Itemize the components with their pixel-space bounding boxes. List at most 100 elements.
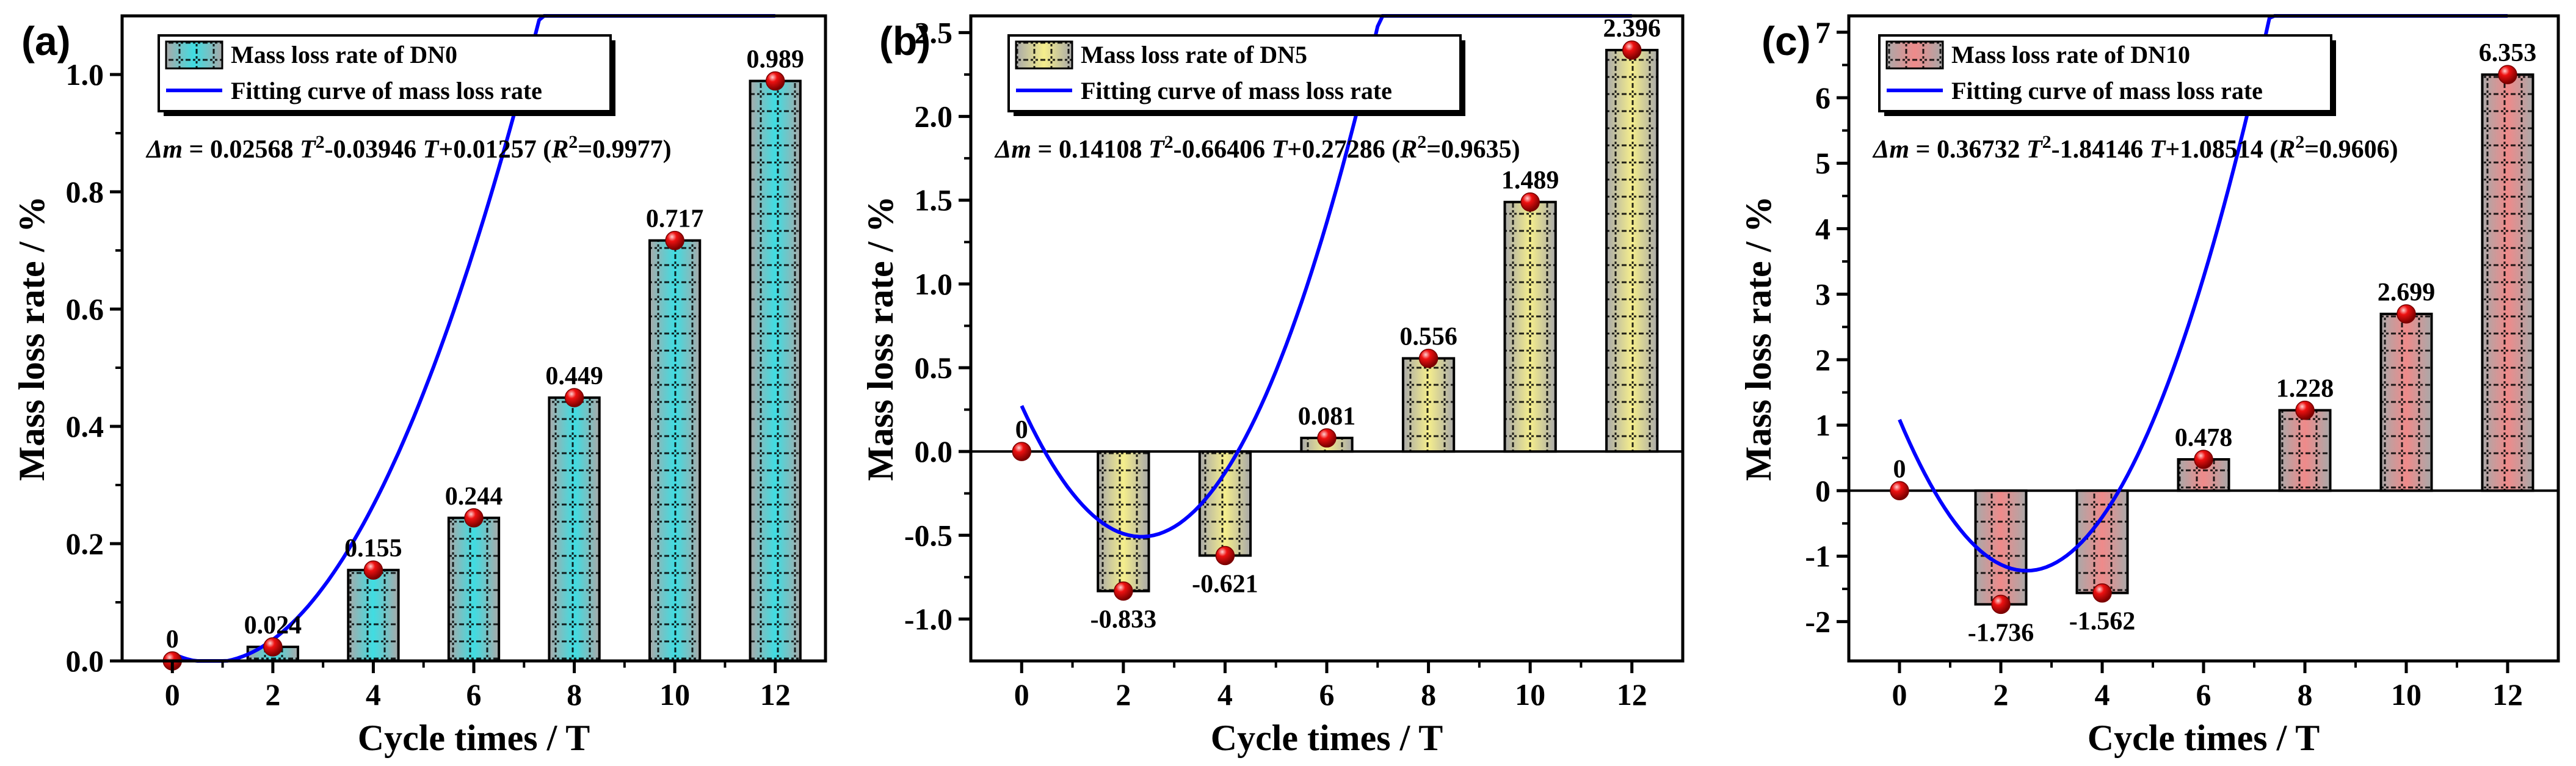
y-tick-label: 0.0	[66, 644, 104, 678]
bar-pattern	[2077, 491, 2128, 593]
y-tick-label: 0	[1815, 473, 1830, 508]
data-point	[1520, 192, 1540, 212]
y-tick-label: -2	[1805, 605, 1830, 639]
bar-pattern	[2482, 75, 2533, 491]
x-axis-title: Cycle times / T	[2088, 718, 2320, 758]
data-label: -0.833	[1090, 606, 1157, 634]
data-point	[1317, 428, 1337, 448]
legend: Mass loss rate of DN5 Fitting curve of ma…	[1007, 34, 1465, 116]
y-axis-title: Mass loss rate / %	[1738, 196, 1779, 481]
bar-pattern	[1504, 202, 1556, 452]
data-point	[665, 230, 684, 250]
data-label: 0	[166, 626, 179, 654]
bar-pattern	[549, 397, 600, 661]
panel-label: (b)	[879, 18, 931, 64]
bar	[749, 79, 802, 662]
legend-bar-pattern	[166, 42, 222, 68]
x-tick-label: 6	[466, 677, 482, 712]
data-point	[2092, 583, 2112, 603]
y-tick-label: 0.8	[66, 175, 104, 209]
bar-pattern	[448, 517, 499, 661]
x-tick-label: 8	[1421, 677, 1436, 712]
data-point	[2396, 304, 2416, 324]
legend: Mass loss rate of DN10 Fitting curve of m…	[1878, 34, 2336, 116]
data-point	[564, 388, 584, 407]
x-tick-label: 6	[2196, 677, 2211, 712]
y-tick-label: 0.0	[915, 434, 953, 469]
bar	[347, 569, 400, 663]
y-tick-label: 4	[1815, 211, 1830, 246]
x-axis-title: Cycle times / T	[358, 718, 590, 758]
chart-panel-2: (b) 0 -0.833 -0.621 0.081 0.556 1.489 2.396 -1.0…	[860, 14, 1685, 758]
data-point	[363, 560, 383, 580]
fit-equation: Δm = 0.14108 T2-0.66406 T+0.27286 (R2=0.…	[994, 132, 1520, 164]
x-tick-label: 8	[567, 677, 582, 712]
y-tick-label: 0.2	[66, 527, 104, 561]
legend-bar-pattern	[1887, 42, 1943, 68]
x-tick-label: 4	[366, 677, 381, 712]
data-label: 2.396	[1603, 15, 1661, 43]
panel-label: (c)	[1761, 18, 1811, 64]
chart-panel-3: (c) 0 -1.736 -1.562 0.478 1.228 2.699 6.353 -2 -1…	[1738, 14, 2560, 758]
y-tick-label: 1.0	[915, 267, 953, 301]
data-point	[1890, 481, 1909, 501]
x-tick-label: 4	[1217, 677, 1233, 712]
data-point	[1012, 442, 1032, 461]
legend-box	[158, 34, 612, 112]
x-tick-label: 6	[1319, 677, 1335, 712]
data-point	[1418, 348, 1439, 368]
x-axis-title: Cycle times / T	[1211, 718, 1443, 758]
data-point	[2295, 400, 2315, 420]
data-label: 0.155	[344, 534, 402, 563]
data-label: 0.989	[746, 46, 804, 74]
bar	[1401, 357, 1456, 453]
x-tick-label: 2	[1116, 677, 1131, 712]
x-tick-label: 2	[265, 677, 280, 712]
data-label: 0.081	[1298, 403, 1356, 431]
legend-box	[1878, 34, 2332, 112]
y-tick-label: 1.5	[915, 183, 953, 217]
data-label: 1.228	[2276, 375, 2334, 403]
x-tick-label: 10	[1515, 677, 1545, 712]
y-tick-label: 3	[1815, 277, 1830, 312]
chart-panel-1: (a) 0 0.024 0.155 0.244 0.449 0.717 0.989 0.0 0.2…	[12, 14, 827, 758]
data-point	[1215, 545, 1235, 566]
data-label: 0.244	[445, 483, 503, 511]
bar-pattern	[1606, 49, 1658, 452]
data-point	[1114, 581, 1133, 601]
x-tick-label: 12	[1617, 677, 1647, 712]
x-tick-label: 12	[2492, 677, 2523, 712]
y-tick-label: -1	[1805, 539, 1830, 573]
x-tick-label: 0	[165, 677, 180, 712]
data-point	[1991, 594, 2011, 615]
bar	[1198, 450, 1252, 557]
y-tick-label: 6	[1815, 81, 1830, 115]
bar-pattern	[1402, 358, 1454, 452]
bar-pattern	[750, 81, 800, 661]
y-tick-label: 2	[1815, 343, 1830, 377]
data-point	[765, 71, 785, 91]
data-point	[2194, 450, 2213, 469]
x-tick-label: 10	[659, 677, 690, 712]
y-tick-label: -0.5	[904, 518, 952, 552]
bar	[1605, 48, 1659, 453]
legend-box	[1007, 34, 1462, 112]
bar-pattern	[348, 570, 399, 661]
y-tick-label: 7	[1815, 15, 1830, 49]
data-label: 2.699	[2378, 279, 2436, 307]
x-tick-label: 8	[2298, 677, 2313, 712]
data-label: 0.478	[2175, 424, 2233, 452]
bar	[1503, 200, 1557, 453]
y-axis-title: Mass loss rate / %	[12, 196, 52, 481]
y-tick-label: 1.0	[66, 57, 104, 92]
bar	[2278, 409, 2332, 492]
data-label: 0	[1015, 416, 1028, 444]
bar-pattern	[650, 240, 700, 661]
x-tick-label: 12	[760, 677, 791, 712]
bar-pattern	[1098, 451, 1149, 591]
data-label: -0.621	[1192, 570, 1258, 598]
x-tick-label: 4	[2095, 677, 2110, 712]
data-label: 1.489	[1501, 167, 1559, 195]
y-axis-title: Mass loss rate / %	[860, 196, 901, 481]
